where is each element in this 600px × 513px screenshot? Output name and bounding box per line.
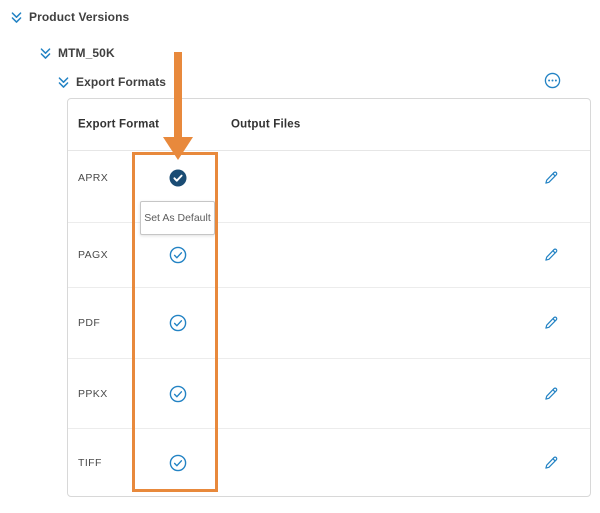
circle-ellipsis-icon[interactable] [544,72,561,89]
column-header-output-files: Output Files [231,117,301,130]
circle-check-icon[interactable] [169,454,187,472]
circle-check-icon[interactable] [169,246,187,264]
table-row-pagx: PAGX [68,223,590,288]
tree-item-product-versions[interactable]: Product Versions [10,8,129,26]
set-as-default-tooltip: Set As Default [140,201,215,235]
chevrons-down-icon[interactable] [39,47,52,60]
format-label: APRX [78,171,109,184]
chevrons-down-icon[interactable] [10,11,23,24]
tree-item-mtm-50k[interactable]: MTM_50K [39,44,115,62]
column-header-export-format: Export Format [78,117,160,130]
table-row-ppkx: PPKX [68,359,590,429]
pencil-icon[interactable] [543,247,559,263]
pencil-icon[interactable] [543,386,559,402]
pencil-icon[interactable] [543,170,559,186]
chevrons-down-icon[interactable] [57,76,70,89]
format-label: PAGX [78,249,108,261]
pencil-icon[interactable] [543,315,559,331]
table-row-tiff: TIFF [68,429,590,497]
export-formats-table: Export Format Output Files APRX PAGX [67,98,591,497]
tree-label: Product Versions [29,10,130,24]
tree-item-export-formats[interactable]: Export Formats [57,73,166,91]
format-label: PDF [78,317,101,329]
tree-label: Export Formats [76,75,167,89]
format-label: PPKX [78,387,108,400]
circle-check-icon[interactable] [169,385,187,403]
table-header-row: Export Format Output Files [68,99,590,151]
table-row-pdf: PDF [68,288,590,359]
circle-check-icon[interactable] [169,314,187,332]
tree-label: MTM_50K [58,46,115,60]
pencil-icon[interactable] [543,455,559,471]
table-row-aprx: APRX [68,151,590,223]
circle-check-filled-icon[interactable] [169,169,187,187]
format-label: TIFF [78,457,102,469]
